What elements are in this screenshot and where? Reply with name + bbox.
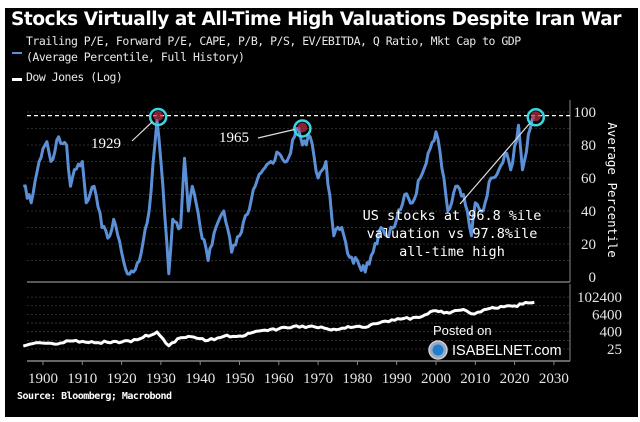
x-axis-ticks: 1900 1910 1920 1930 1940 1950 1960 1970 1980 1990… bbox=[28, 361, 569, 387]
annotation-current-leader bbox=[459, 122, 531, 205]
source-note: Source: Bloomberg; Macrobond bbox=[17, 391, 172, 402]
legend-swatch-valuation bbox=[12, 52, 22, 54]
y-tick-label: 80 bbox=[581, 138, 596, 154]
annotation-1929-leader bbox=[131, 121, 153, 142]
annotation-1929-peak-marker bbox=[153, 110, 164, 121]
dow-y-tick-label: 25 bbox=[607, 342, 622, 358]
x-tick-label: 1980 bbox=[342, 371, 372, 387]
y-tick-label: 60 bbox=[581, 171, 596, 187]
x-tick-label: 2020 bbox=[500, 371, 530, 387]
y-tick-label: 40 bbox=[581, 204, 596, 220]
x-tick-label: 1950 bbox=[225, 371, 255, 387]
x-tick-label: 2030 bbox=[539, 371, 569, 387]
y-tick-label: 0 bbox=[589, 270, 597, 286]
y-tick-label: 20 bbox=[581, 237, 596, 253]
annotation-current-peak-marker bbox=[530, 111, 541, 122]
annotation-current-label-line: US stocks at 96.8 %ile bbox=[363, 208, 542, 224]
x-tick-label: 1990 bbox=[382, 371, 412, 387]
x-tick-label: 2000 bbox=[421, 371, 451, 387]
legend-valuation-line1: Trailing P/E, Forward P/E, CAPE, P/B, P/… bbox=[26, 34, 521, 48]
annotation-1929-highlight-circle bbox=[148, 107, 168, 127]
dow-y-tick-label: 400 bbox=[600, 325, 623, 341]
valuation-series-line bbox=[23, 115, 536, 276]
isabelnet-watermark: Posted on ISABELNET.com bbox=[428, 323, 562, 360]
x-tick-label: 1940 bbox=[185, 371, 215, 387]
valuation-y-ticks: 100 80 60 40 20 0 bbox=[574, 105, 597, 286]
annotation-1965-label: 1965 bbox=[219, 130, 249, 146]
annotation-1965-peak-marker bbox=[297, 122, 308, 133]
isabelnet-logo-icon bbox=[428, 340, 448, 360]
annotation-current-label-line: valuation vs 97.8%ile bbox=[367, 226, 538, 242]
x-tick-label: 1970 bbox=[303, 371, 333, 387]
dow-gridlines bbox=[27, 296, 570, 350]
dow-y-tick-label: 102400 bbox=[577, 290, 622, 306]
annotation-current-label-line: all-time high bbox=[399, 244, 505, 260]
annotation-1965-leader bbox=[257, 128, 295, 139]
y-tick-label: 100 bbox=[574, 105, 597, 121]
annotation-1929-label: 1929 bbox=[91, 136, 121, 152]
x-tick-label: 1920 bbox=[107, 371, 137, 387]
chart-title: Stocks Virtually at All-Time High Valuat… bbox=[11, 9, 622, 30]
dow-y-tick-label: 6400 bbox=[592, 307, 622, 323]
annotation-1965-highlight-circle bbox=[293, 119, 312, 138]
x-tick-label: 1910 bbox=[67, 371, 97, 387]
watermark-site: ISABELNET.com bbox=[452, 343, 562, 359]
legend-swatch-dow bbox=[12, 78, 22, 81]
annotations: 1929 1965 US stocks at 96.8 %ile valuation … bbox=[91, 107, 546, 260]
x-tick-label: 1900 bbox=[28, 371, 58, 387]
x-tick-label: 2010 bbox=[460, 371, 490, 387]
legend-dow: Dow Jones (Log) bbox=[26, 70, 123, 84]
watermark-posted-on: Posted on bbox=[433, 323, 492, 338]
x-tick-label: 1960 bbox=[264, 371, 294, 387]
x-tick-label: 1930 bbox=[146, 371, 176, 387]
legend-valuation-line2: (Average Percentile, Full History) bbox=[26, 50, 245, 64]
annotation-current-highlight-circle bbox=[526, 108, 546, 127]
dow-series-line bbox=[22, 300, 535, 348]
y-axis-label: Average Percentile bbox=[605, 122, 620, 257]
